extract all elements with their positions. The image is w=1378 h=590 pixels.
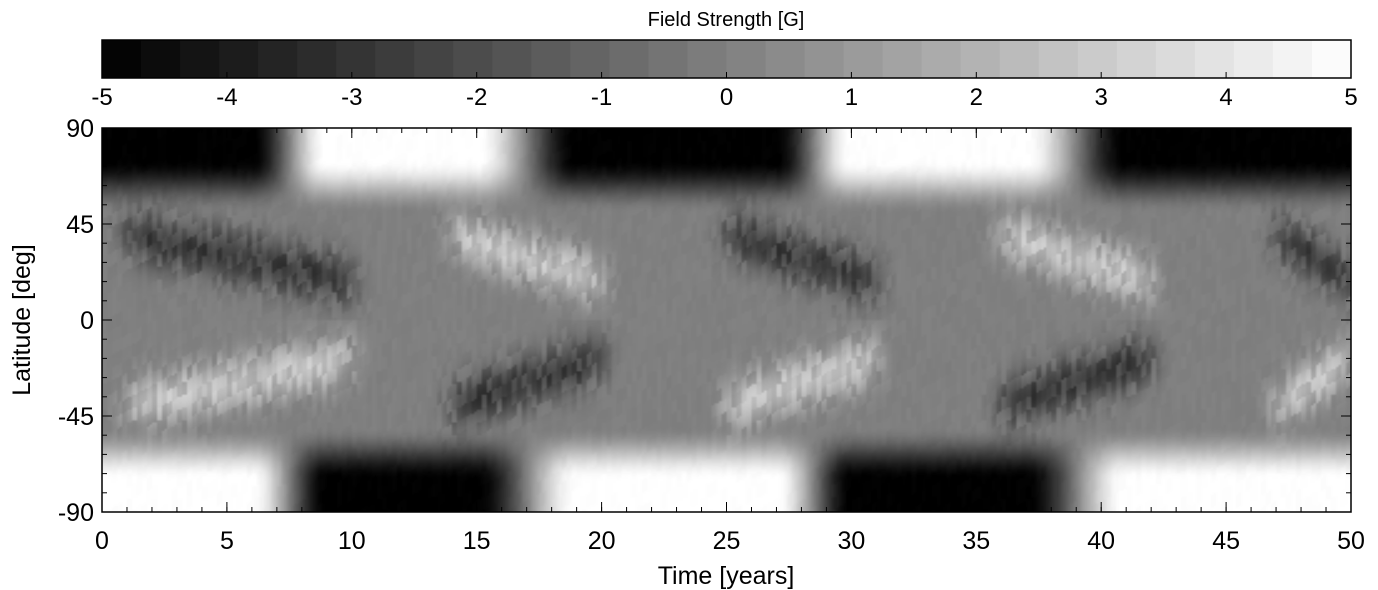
- x-tick-label: 50: [1337, 527, 1365, 555]
- colorbar-cell: [531, 40, 571, 78]
- colorbar-tick-label: 4: [1219, 84, 1232, 111]
- y-axis-label: Latitude [deg]: [8, 244, 36, 396]
- colorbar-tick-label: 2: [970, 84, 983, 111]
- colorbar-cell: [102, 40, 142, 78]
- x-axis-ticks: 0 5 10 15 20 25 30 35 40 45 50: [95, 128, 1365, 555]
- colorbar-tick-label: -1: [591, 84, 612, 111]
- colorbar-cell: [1038, 40, 1079, 78]
- colorbar-cell: [804, 40, 845, 78]
- colorbar-tick-label: 1: [845, 84, 858, 111]
- colorbar-cell: [1194, 40, 1235, 78]
- colorbar-tick-label: 5: [1344, 84, 1357, 111]
- x-tick-label: 0: [95, 527, 109, 555]
- x-tick-label: 5: [220, 527, 234, 555]
- x-tick-label: 35: [962, 527, 990, 555]
- colorbar-cell: [492, 40, 532, 78]
- colorbar-cell: [648, 40, 689, 78]
- colorbar-cell: [726, 40, 767, 78]
- colorbar-cell: [258, 40, 298, 78]
- colorbar-cell: [219, 40, 259, 78]
- colorbar-cell: [1272, 40, 1313, 78]
- colorbar-cell: [375, 40, 415, 78]
- colorbar-title: Field Strength [G]: [648, 9, 805, 31]
- x-tick-label: 40: [1087, 527, 1115, 555]
- colorbar-cell: [609, 40, 650, 78]
- colorbar-cell: [414, 40, 454, 78]
- colorbar-tick-label: -5: [91, 84, 112, 111]
- x-tick-label: 30: [837, 527, 865, 555]
- y-tick-label: -45: [58, 403, 94, 431]
- x-tick-label: 10: [338, 527, 366, 555]
- colorbar-tick-label: 3: [1095, 84, 1108, 111]
- x-axis-label: Time [years]: [658, 562, 795, 590]
- colorbar-cell: [1311, 40, 1352, 78]
- colorbar-cell: [336, 40, 376, 78]
- colorbar-cell: [1116, 40, 1157, 78]
- colorbar-tick-label: -3: [341, 84, 362, 111]
- colorbar-tick-label: -2: [466, 84, 487, 111]
- x-tick-label: 15: [463, 527, 491, 555]
- colorbar-cell: [687, 40, 728, 78]
- colorbar-cell: [570, 40, 611, 78]
- colorbar-cell: [960, 40, 1001, 78]
- colorbar: [102, 40, 1352, 78]
- y-axis-ticks: 90 45 0 -45 -90: [58, 115, 1351, 527]
- colorbar-cell: [453, 40, 493, 78]
- colorbar-cell: [843, 40, 884, 78]
- colorbar-tick-label: 0: [720, 84, 733, 111]
- y-tick-label: 90: [66, 115, 94, 143]
- colorbar-cell: [999, 40, 1040, 78]
- colorbar-cell: [141, 40, 181, 78]
- colorbar-cell: [921, 40, 962, 78]
- colorbar-cell: [1155, 40, 1196, 78]
- colorbar-cell: [180, 40, 220, 78]
- y-tick-label: 0: [80, 307, 94, 335]
- x-tick-label: 25: [713, 527, 741, 555]
- y-tick-label: 45: [66, 211, 94, 239]
- colorbar-cell: [765, 40, 806, 78]
- colorbar-tick-label: -4: [216, 84, 237, 111]
- colorbar-cell: [297, 40, 337, 78]
- colorbar-cell: [882, 40, 923, 78]
- colorbar-cell: [1077, 40, 1118, 78]
- colorbar-cell: [1233, 40, 1274, 78]
- y-tick-label: -90: [58, 499, 94, 527]
- x-tick-label: 20: [588, 527, 616, 555]
- heatmap-image: [102, 128, 1351, 512]
- x-tick-label: 45: [1212, 527, 1240, 555]
- colorbar-ticks: -5 -4 -3 -2 -1 0 1 2 3 4 5: [91, 72, 1358, 111]
